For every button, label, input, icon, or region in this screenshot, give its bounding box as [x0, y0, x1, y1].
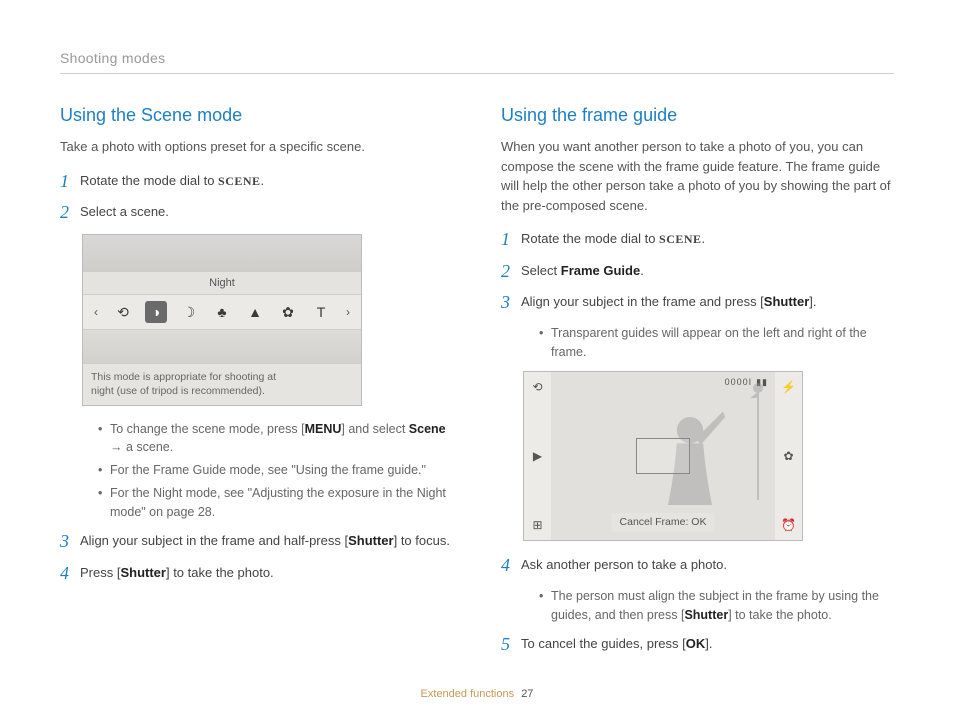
- bullet-item: Transparent guides will appear on the le…: [539, 324, 894, 362]
- chevron-left-icon: ‹: [91, 303, 101, 321]
- counter-icon: 0000I: [725, 376, 753, 390]
- step-text: Align your subject in the frame and half…: [80, 533, 348, 548]
- scene-option-icon: ☽: [178, 301, 200, 323]
- bullet-item: To change the scene mode, press [MENU] a…: [98, 420, 453, 458]
- frame-guide-preview: 0000I ▮▮ ⟲ ▶ ⊞ ⚡ ✿ ⏰: [523, 371, 803, 541]
- step-text: Rotate the mode dial to: [521, 231, 659, 246]
- lamppost-icon: [750, 380, 766, 500]
- scene-preview-mid: [83, 329, 361, 363]
- step-number: 4: [60, 563, 80, 585]
- bullet-item: For the Frame Guide mode, see "Using the…: [98, 461, 453, 480]
- scene-option-icon: ✿: [277, 301, 299, 323]
- left-intro: Take a photo with options preset for a s…: [60, 137, 453, 157]
- step-text: Rotate the mode dial to: [80, 173, 218, 188]
- left-title: Using the Scene mode: [60, 102, 453, 129]
- scene-preview-top: [83, 235, 361, 271]
- step-text: Align your subject in the frame and pres…: [521, 294, 764, 309]
- footer-label: Extended functions: [421, 688, 515, 700]
- step-text-bold: Shutter: [348, 533, 394, 548]
- overlay-icon: ⟲: [532, 378, 542, 396]
- step-text: ].: [809, 294, 816, 309]
- left-step-4: 4 Press [Shutter] to take the photo.: [60, 563, 453, 585]
- focus-rect-icon: [636, 438, 690, 474]
- scene-desc-line: This mode is appropriate for shooting at: [91, 371, 276, 383]
- right-step-4-bullets: The person must align the subject in the…: [539, 587, 894, 625]
- step-text: .: [261, 173, 265, 188]
- frame-right-overlay: ⚡ ✿ ⏰: [774, 372, 802, 540]
- step-text: ] to take the photo.: [166, 565, 274, 580]
- step-number: 3: [60, 531, 80, 553]
- step-text: ] to focus.: [394, 533, 450, 548]
- page-number: 27: [521, 688, 533, 700]
- right-title: Using the frame guide: [501, 102, 894, 129]
- scene-selector-preview: Night ‹ ⟲ ◑ ☽ ♣ ▲ ✿ T › This mode is app…: [82, 234, 362, 406]
- bullet-item: The person must align the subject in the…: [539, 587, 894, 625]
- step-text: ].: [705, 636, 712, 651]
- overlay-icon: ⊞: [532, 516, 542, 534]
- right-column: Using the frame guide When you want anot…: [501, 102, 894, 666]
- frame-left-overlay: ⟲ ▶ ⊞: [524, 372, 552, 540]
- chevron-right-icon: ›: [343, 303, 353, 321]
- overlay-icon: ⏰: [781, 516, 796, 534]
- right-step-4: 4 Ask another person to take a photo.: [501, 555, 894, 577]
- scene-option-icon: ◑: [145, 301, 167, 323]
- step-text: Ask another person to take a photo.: [521, 555, 894, 575]
- step-text: Press [: [80, 565, 120, 580]
- cancel-frame-label: Cancel Frame: OK: [612, 513, 715, 533]
- page-footer: Extended functions 27: [0, 686, 954, 703]
- right-step-5: 5 To cancel the guides, press [OK].: [501, 634, 894, 656]
- scene-mode-label: Night: [83, 271, 361, 296]
- step-text-bold: Shutter: [764, 294, 810, 309]
- scene-desc-line: night (use of tripod is recommended).: [91, 385, 265, 397]
- overlay-icon: ⚡: [781, 378, 796, 396]
- left-column: Using the Scene mode Take a photo with o…: [60, 102, 453, 666]
- scene-icon-row: ‹ ⟲ ◑ ☽ ♣ ▲ ✿ T ›: [83, 295, 361, 329]
- page-header: Shooting modes: [60, 48, 894, 74]
- scene-description: This mode is appropriate for shooting at…: [83, 363, 361, 404]
- step-text: To cancel the guides, press [: [521, 636, 686, 651]
- right-step-1: 1 Rotate the mode dial to SCENE.: [501, 229, 894, 251]
- step-text-bold: Shutter: [120, 565, 166, 580]
- overlay-icon: ✿: [783, 447, 793, 465]
- step-number: 3: [501, 292, 521, 314]
- scene-option-icon: ▲: [244, 301, 266, 323]
- left-bullets: To change the scene mode, press [MENU] a…: [98, 420, 453, 522]
- step-number: 5: [501, 634, 521, 656]
- right-step-2: 2 Select Frame Guide.: [501, 261, 894, 283]
- left-step-3: 3 Align your subject in the frame and ha…: [60, 531, 453, 553]
- step-text: Select: [521, 263, 561, 278]
- right-step-3: 3 Align your subject in the frame and pr…: [501, 292, 894, 314]
- step-number: 4: [501, 555, 521, 577]
- step-number: 1: [501, 229, 521, 251]
- scene-icon: SCENE: [659, 232, 702, 246]
- step-text: Select a scene.: [80, 202, 453, 222]
- bullet-item: For the Night mode, see "Adjusting the e…: [98, 484, 453, 522]
- step-number: 2: [60, 202, 80, 224]
- step-number: 2: [501, 261, 521, 283]
- left-step-1: 1 Rotate the mode dial to SCENE.: [60, 171, 453, 193]
- scene-option-icon: ⟲: [112, 301, 134, 323]
- right-intro: When you want another person to take a p…: [501, 137, 894, 215]
- step-number: 1: [60, 171, 80, 193]
- right-step-3-bullets: Transparent guides will appear on the le…: [539, 324, 894, 362]
- step-text-bold: Frame Guide: [561, 263, 640, 278]
- step-text: .: [702, 231, 706, 246]
- scene-option-icon: ♣: [211, 301, 233, 323]
- overlay-icon: ▶: [533, 447, 542, 465]
- scene-option-icon: T: [310, 301, 332, 323]
- content-columns: Using the Scene mode Take a photo with o…: [60, 102, 894, 666]
- left-step-2: 2 Select a scene.: [60, 202, 453, 224]
- step-text-bold: OK: [686, 636, 706, 651]
- scene-icon: SCENE: [218, 174, 261, 188]
- step-text: .: [640, 263, 644, 278]
